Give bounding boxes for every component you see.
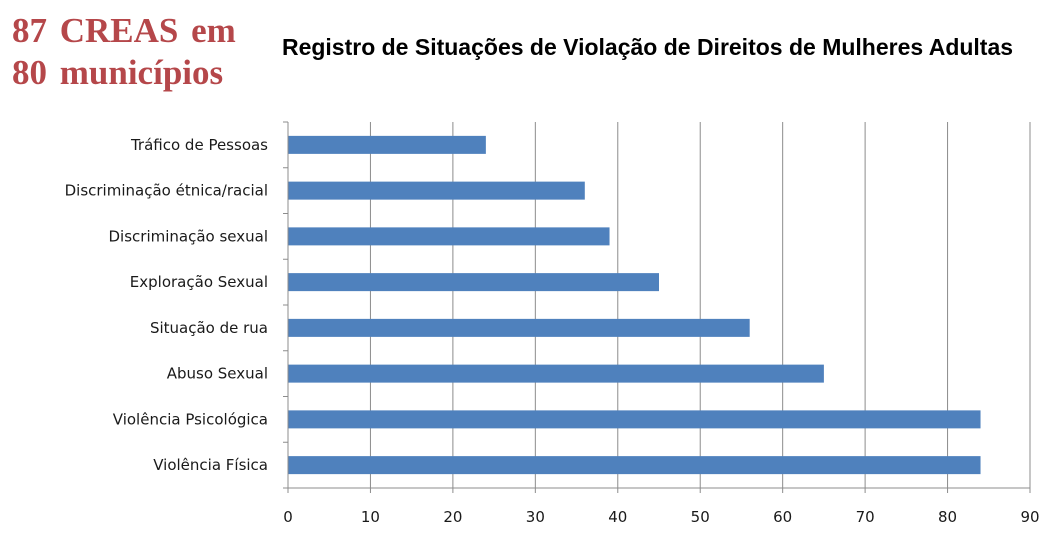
category-label: Discriminação sexual xyxy=(109,227,269,245)
category-label: Situação de rua xyxy=(150,319,268,337)
bar-2 xyxy=(288,227,610,246)
category-label: Violência Física xyxy=(153,456,268,474)
x-tick-label: 70 xyxy=(856,508,875,526)
bar-7 xyxy=(288,456,981,475)
bar-5 xyxy=(288,364,824,383)
x-tick-label: 50 xyxy=(691,508,710,526)
tick-labels: 0 10 20 30 40 50 60 70 80 90 xyxy=(283,508,1039,526)
x-tick-label: 60 xyxy=(773,508,792,526)
bar-4 xyxy=(288,318,750,337)
x-tick-label: 0 xyxy=(283,508,293,526)
axes xyxy=(283,121,1031,493)
x-tick-label: 90 xyxy=(1020,508,1039,526)
x-tick-label: 80 xyxy=(938,508,957,526)
gridlines xyxy=(369,122,1031,488)
bar-1 xyxy=(288,181,585,200)
category-label: Exploração Sexual xyxy=(130,273,268,291)
bar-6 xyxy=(288,410,981,429)
bar-3 xyxy=(288,273,659,292)
category-label: Discriminação étnica/racial xyxy=(65,182,268,200)
headline-line-1: 87 CREAS em xyxy=(12,11,236,50)
headline-text: 87 CREAS em 80 municípios xyxy=(12,10,272,94)
category-label: Tráfico de Pessoas xyxy=(130,136,268,154)
category-label: Abuso Sexual xyxy=(167,365,268,383)
category-labels: Tráfico de Pessoas Discriminação étnica/r… xyxy=(65,136,269,474)
chart-title: Registro de Situações de Violação de Dir… xyxy=(281,34,1014,60)
category-label: Violência Psicológica xyxy=(113,410,268,428)
x-tick-label: 30 xyxy=(526,508,545,526)
x-tick-label: 10 xyxy=(361,508,380,526)
x-tick-label: 20 xyxy=(443,508,462,526)
headline-line-2: 80 municípios xyxy=(12,53,224,92)
bar-0 xyxy=(288,135,486,154)
x-tick-label: 40 xyxy=(608,508,627,526)
bars xyxy=(288,135,981,475)
